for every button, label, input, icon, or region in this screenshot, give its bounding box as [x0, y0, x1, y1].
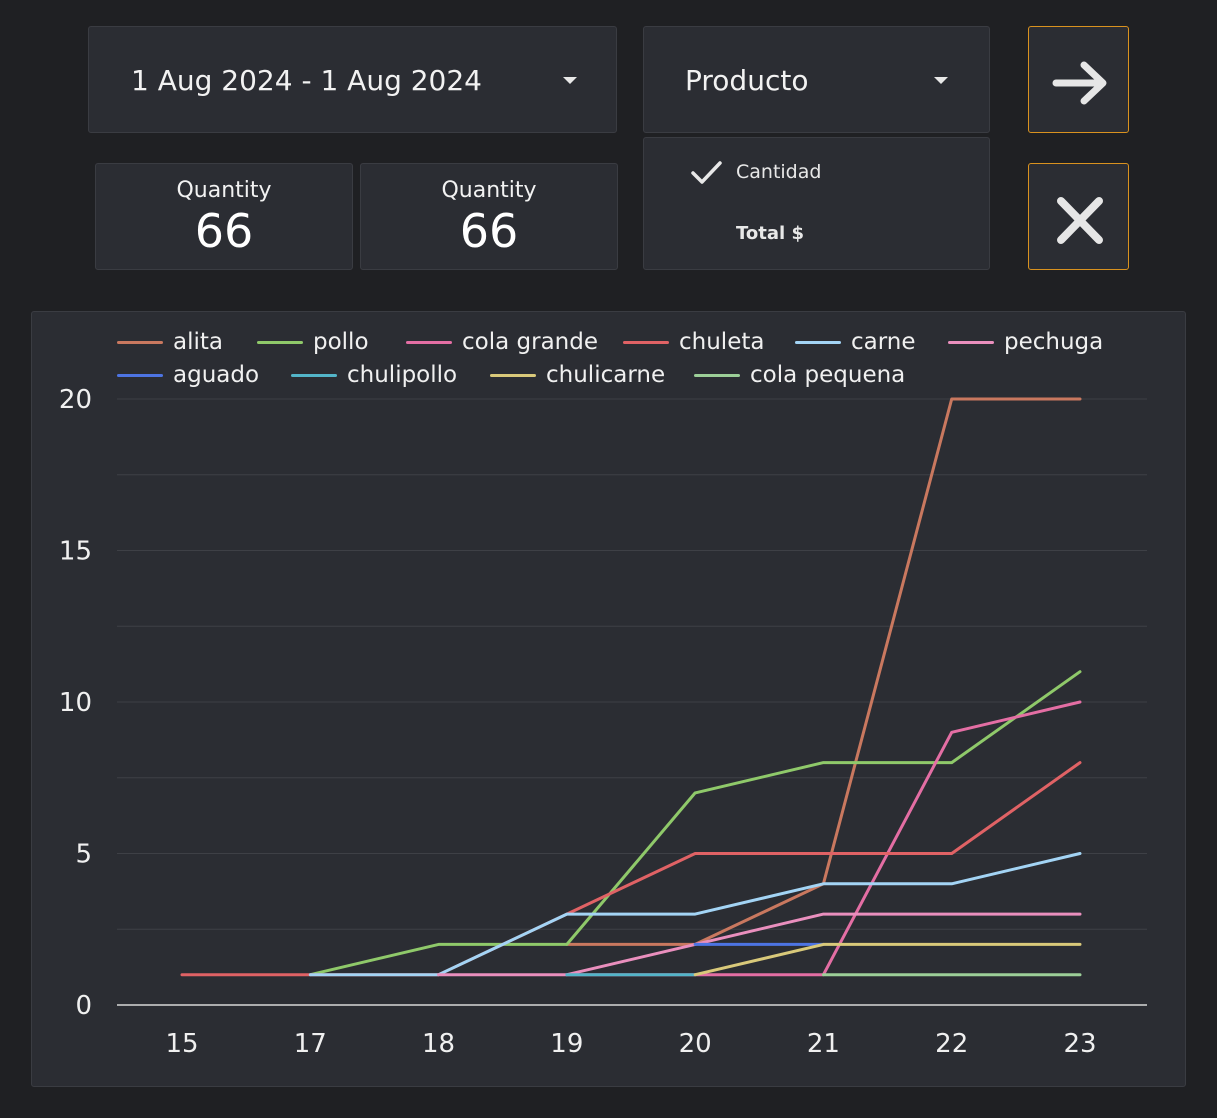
legend-swatch — [117, 374, 163, 377]
x-tick-label: 23 — [1063, 1029, 1096, 1059]
close-icon — [1057, 197, 1103, 244]
scorecard-label: Quantity — [176, 178, 272, 203]
legend-swatch — [257, 341, 303, 344]
scorecard-quantity: Quantity 66 — [95, 163, 353, 270]
legend-label: pollo — [313, 329, 369, 355]
legend-swatch — [694, 374, 740, 377]
menu-item-label: Cantidad — [736, 161, 822, 183]
x-tick-label: 21 — [807, 1029, 840, 1059]
legend-label: chulipollo — [347, 362, 458, 388]
date-range-selector[interactable]: 1 Aug 2024 - 1 Aug 2024 — [88, 26, 617, 133]
line-chart: alita pollo cola grande chuleta carne pechuga… — [31, 311, 1186, 1087]
x-tick-label: 15 — [165, 1029, 198, 1059]
scorecard-value: 66 — [459, 204, 519, 258]
y-tick-label: 15 — [59, 537, 92, 567]
dimension-selector[interactable]: Producto — [643, 26, 990, 133]
close-button[interactable] — [1028, 163, 1129, 270]
x-tick-label: 19 — [550, 1029, 583, 1059]
series-line-chulicarne — [693, 942, 1082, 977]
scorecard-label: Quantity — [441, 178, 537, 203]
date-range-label: 1 Aug 2024 - 1 Aug 2024 — [131, 64, 482, 97]
legend-swatch — [623, 341, 669, 344]
series-line-pechuga — [437, 912, 1082, 977]
legend-label: pechuga — [1004, 329, 1104, 355]
series-line-pollo — [308, 670, 1082, 977]
legend-swatch — [795, 341, 841, 344]
menu-item-cantidad[interactable]: Cantidad — [644, 152, 989, 192]
legend-label: alita — [173, 329, 223, 355]
x-tick-label: 22 — [935, 1029, 968, 1059]
y-tick-label: 20 — [59, 385, 92, 415]
legend-label: chulicarne — [546, 362, 666, 388]
arrow-right-icon — [1052, 61, 1107, 105]
dimension-selector-label: Producto — [685, 64, 809, 97]
menu-item-total[interactable]: Total $ — [644, 214, 989, 254]
y-tick-label: 10 — [59, 688, 92, 718]
chart-plot-area: 0 5 10 15 20 15 17 18 19 20 21 22 23 — [59, 385, 1147, 1059]
x-tick-label: 17 — [294, 1029, 327, 1059]
legend-swatch — [406, 341, 452, 344]
legend-label: chuleta — [679, 329, 765, 355]
y-tick-label: 0 — [75, 991, 92, 1021]
menu-item-label: Total $ — [736, 223, 804, 244]
legend-label: cola pequena — [750, 362, 906, 388]
x-tick-label: 20 — [679, 1029, 712, 1059]
legend-label: aguado — [173, 362, 260, 388]
legend-swatch — [117, 341, 163, 344]
scorecard-quantity-2: Quantity 66 — [360, 163, 618, 270]
series-line-alita — [565, 397, 1082, 946]
legend-swatch — [948, 341, 994, 344]
x-tick-label: 18 — [422, 1029, 455, 1059]
legend-swatch — [490, 374, 536, 377]
series-line-cola-grande — [565, 700, 1082, 977]
scorecard-value: 66 — [194, 204, 254, 258]
checkmark-icon — [691, 161, 722, 184]
chevron-down-icon — [563, 77, 577, 84]
legend-label: cola grande — [462, 329, 598, 355]
apply-button[interactable] — [1028, 26, 1129, 133]
metric-dropdown-menu: Cantidad Total $ — [643, 137, 990, 270]
legend-swatch — [291, 374, 337, 377]
chevron-down-icon — [934, 77, 948, 84]
y-tick-label: 5 — [75, 840, 92, 870]
legend-label: carne — [851, 329, 916, 355]
